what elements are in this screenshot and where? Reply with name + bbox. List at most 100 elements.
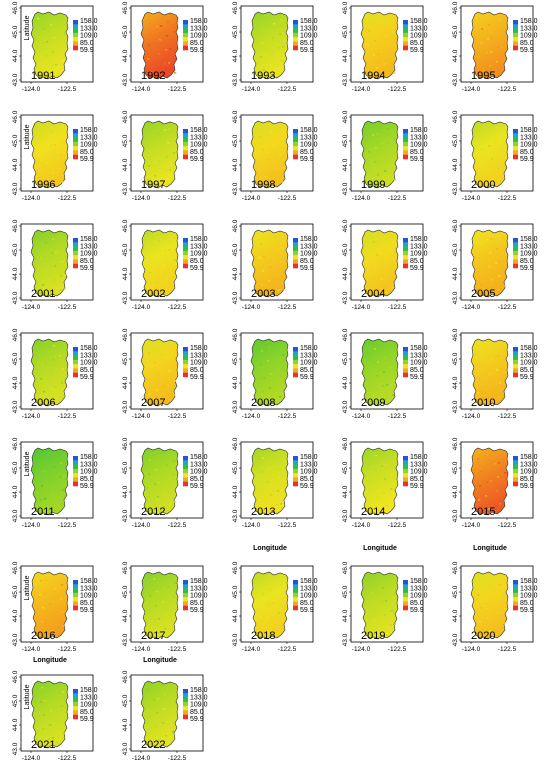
- map-cell: [148, 730, 151, 732]
- y-tick-label: 43.0: [452, 73, 459, 86]
- map-cell: [147, 487, 150, 489]
- map-cell: [261, 350, 264, 352]
- map-cell: [480, 350, 483, 352]
- map-cell: [392, 394, 395, 396]
- legend-color-band: [403, 473, 408, 478]
- y-tick-label: 45.0: [232, 134, 239, 147]
- x-tick-label: -122.5: [278, 195, 297, 202]
- y-tick-label: 43.0: [122, 509, 129, 522]
- map-cell: [159, 160, 162, 162]
- legend-color-band: [183, 473, 188, 478]
- map-cell: [262, 270, 265, 272]
- map-cell: [40, 257, 43, 259]
- y-tick-label: 44.0: [122, 49, 129, 62]
- legend-color-band: [183, 238, 188, 243]
- x-tick-label: -122.5: [168, 646, 187, 653]
- plot-frame: [20, 5, 94, 83]
- year-label: 2021: [31, 739, 55, 751]
- map-cell: [376, 67, 379, 69]
- map-cell: [167, 21, 170, 23]
- map-panel-2004: 2004 158.0 133.0 109.0 85.0 59.9 43.0 44.0 45.0 4…: [330, 219, 440, 332]
- legend-color-band: [403, 263, 408, 269]
- legend-color-band: [513, 259, 518, 265]
- plot-frame: [240, 565, 314, 643]
- region-map: [30, 447, 69, 516]
- legend-color-band: [293, 372, 298, 378]
- region-map: [470, 11, 509, 80]
- legend-color-band: [293, 580, 298, 585]
- legend-label: 133.0: [80, 243, 98, 250]
- map-cell: [260, 485, 263, 487]
- map-cell: [268, 467, 271, 469]
- y-tick-label: 46.0: [342, 328, 349, 341]
- map-cell: [498, 396, 501, 398]
- panel-grid: 1991 158.0 133.0 109.0 85.0 59.9 43.0 44.0 45.0 4…: [0, 1, 538, 762]
- map-cell: [150, 137, 153, 139]
- map-cell: [262, 28, 265, 30]
- map-cell: [174, 259, 177, 261]
- legend-label: 109.0: [300, 360, 318, 367]
- map-cell: [149, 30, 152, 32]
- legend-color-band: [403, 460, 408, 465]
- map-cell: [385, 156, 388, 158]
- legend-color-band: [293, 37, 298, 42]
- map-cell: [154, 619, 157, 621]
- legend-color-band: [403, 368, 408, 374]
- legend-label: 85.0: [300, 40, 314, 47]
- x-axis-label: Longitude: [363, 545, 397, 552]
- region-map: [140, 338, 179, 407]
- map-cell: [148, 165, 151, 167]
- map-cell: [267, 481, 270, 483]
- legend-color-band: [403, 141, 408, 147]
- legend-color-band: [183, 710, 188, 716]
- year-label: 2000: [471, 179, 495, 191]
- map-cell: [496, 248, 499, 250]
- map-cell: [40, 378, 43, 380]
- map-cell: [382, 587, 385, 589]
- map-cell: [155, 282, 158, 284]
- legend-label: 109.0: [300, 593, 318, 600]
- map-panel-2016: 2016 158.0 133.0 109.0 85.0 59.9 43.0 44.0 45.0 4…: [0, 561, 110, 674]
- legend-color-band: [73, 250, 78, 256]
- map-cell: [391, 474, 394, 476]
- legend-label: 59.9: [80, 483, 94, 490]
- legend-label: 109.0: [520, 33, 538, 40]
- y-tick-label: 43.0: [12, 509, 19, 522]
- map-cell: [37, 18, 40, 20]
- map-cell: [272, 345, 275, 347]
- map-cell: [156, 147, 159, 149]
- legend-label: 59.9: [300, 47, 314, 54]
- legend-color-band: [73, 592, 78, 598]
- map-cell: [489, 65, 492, 67]
- map-cell: [384, 49, 387, 51]
- legend-color-band: [513, 154, 518, 160]
- legend-color-band: [403, 580, 408, 585]
- legend-color-band: [183, 137, 188, 143]
- x-tick-label: -124.0: [352, 86, 371, 93]
- map-cell: [269, 589, 272, 591]
- map-cell: [281, 60, 284, 62]
- map-cell: [386, 263, 389, 265]
- plot-frame: [240, 5, 314, 83]
- map-cell: [279, 33, 282, 35]
- legend-color-band: [403, 592, 408, 598]
- legend-label: 158.0: [80, 236, 98, 243]
- y-tick-label: 43.0: [232, 400, 239, 413]
- y-tick-label: 43.0: [232, 509, 239, 522]
- legend-label: 85.0: [300, 258, 314, 265]
- map-cell: [259, 136, 262, 138]
- legend-color-band: [513, 456, 518, 461]
- y-tick-label: 46.0: [342, 1, 349, 14]
- legend-color-band: [403, 588, 408, 594]
- map-cell: [481, 391, 484, 393]
- legend-color-band: [183, 242, 188, 247]
- year-label: 1995: [471, 70, 495, 82]
- map-cell: [269, 145, 272, 147]
- year-label: 2022: [141, 739, 165, 751]
- x-tick-label: -122.5: [278, 522, 297, 529]
- legend-label: 109.0: [190, 702, 208, 709]
- map-cell: [383, 129, 386, 131]
- legend-color-band: [513, 468, 518, 474]
